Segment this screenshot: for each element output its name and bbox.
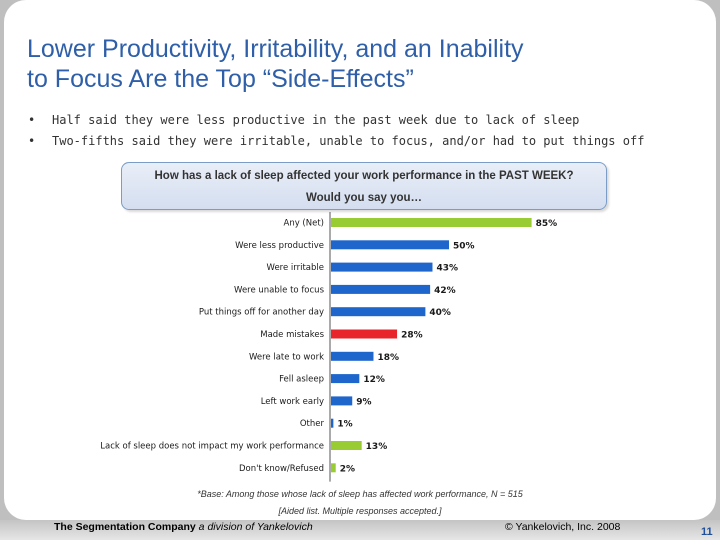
chart-bar [331,396,353,406]
value-label: 18% [377,353,399,363]
category-label: Were less productive [235,241,324,251]
slide-card [4,0,716,520]
footer-copyright: © Yankelovich, Inc. 2008 [505,521,621,533]
question-box: How has a lack of sleep affected your wo… [121,162,607,210]
chart-bar [331,418,334,428]
bullet-text: Half said they were less productive in t… [52,113,580,127]
value-label: 50% [453,241,475,251]
bullet-dot: • [28,134,36,148]
category-label: Lack of sleep does not impact my work pe… [100,442,324,452]
chart-bar [331,463,336,473]
chart-bar [331,441,362,450]
bullet-dot: • [28,113,36,127]
category-label: Were unable to focus [234,285,325,295]
page-number: 11 [701,526,713,538]
category-label: Any (Net) [284,219,325,229]
category-label: Fell asleep [279,375,324,385]
chart-bar [331,374,360,384]
value-label: 85% [536,219,558,229]
value-label: 13% [366,442,388,452]
base-note: *Base: Among those whose lack of sleep h… [197,489,523,499]
chart-bar [331,218,532,227]
bullet-item: • Half said they were less productive in … [28,110,688,131]
chart-bar [331,351,374,361]
bar-chart: Any (Net) 85% Were less productive 50% Were … [100,212,558,482]
bullet-text: Two-fifths said they were irritable, una… [52,134,645,148]
value-label: 42% [434,286,456,296]
value-label: 28% [401,331,423,341]
footer-division: a division of Yankelovich [195,521,313,533]
bullet-item: • Two-fifths said they were irritable, un… [28,131,688,152]
category-label: Don't know/Refused [239,464,324,474]
title-line-1: Lower Productivity, Irritability, and an… [27,35,524,63]
value-label: 12% [363,375,385,385]
footer-bar [0,520,720,540]
category-label: Were late to work [249,352,324,362]
question-subtext: Would you say you… [305,192,423,204]
footer-company: The Segmentation Company [54,521,196,533]
aided-note: [Aided list. Multiple responses accepted… [278,506,442,516]
chart-bar [331,262,433,272]
chart-bar [331,307,426,317]
footer-credit: The Segmentation Company a division of Y… [54,521,313,533]
category-label: Put things off for another day [199,308,324,318]
value-label: 43% [436,264,458,274]
category-label: Other [300,419,325,429]
category-label: Made mistakes [260,330,324,340]
value-label: 2% [340,464,355,474]
question-text: How has a lack of sleep affected your wo… [154,170,574,182]
slide-title: Lower Productivity, Irritability, and an… [27,34,707,94]
title-line-2: to Focus Are the Top “Side-Effects” [27,65,414,93]
chart-bar [331,284,431,294]
value-label: 40% [429,308,451,318]
bullet-list: • Half said they were less productive in … [28,110,688,152]
category-label: Left work early [261,397,324,407]
value-label: 9% [356,397,371,407]
category-label: Were irritable [267,263,324,273]
chart-bar [331,329,398,339]
chart-bar [331,240,449,250]
value-label: 1% [337,420,352,430]
